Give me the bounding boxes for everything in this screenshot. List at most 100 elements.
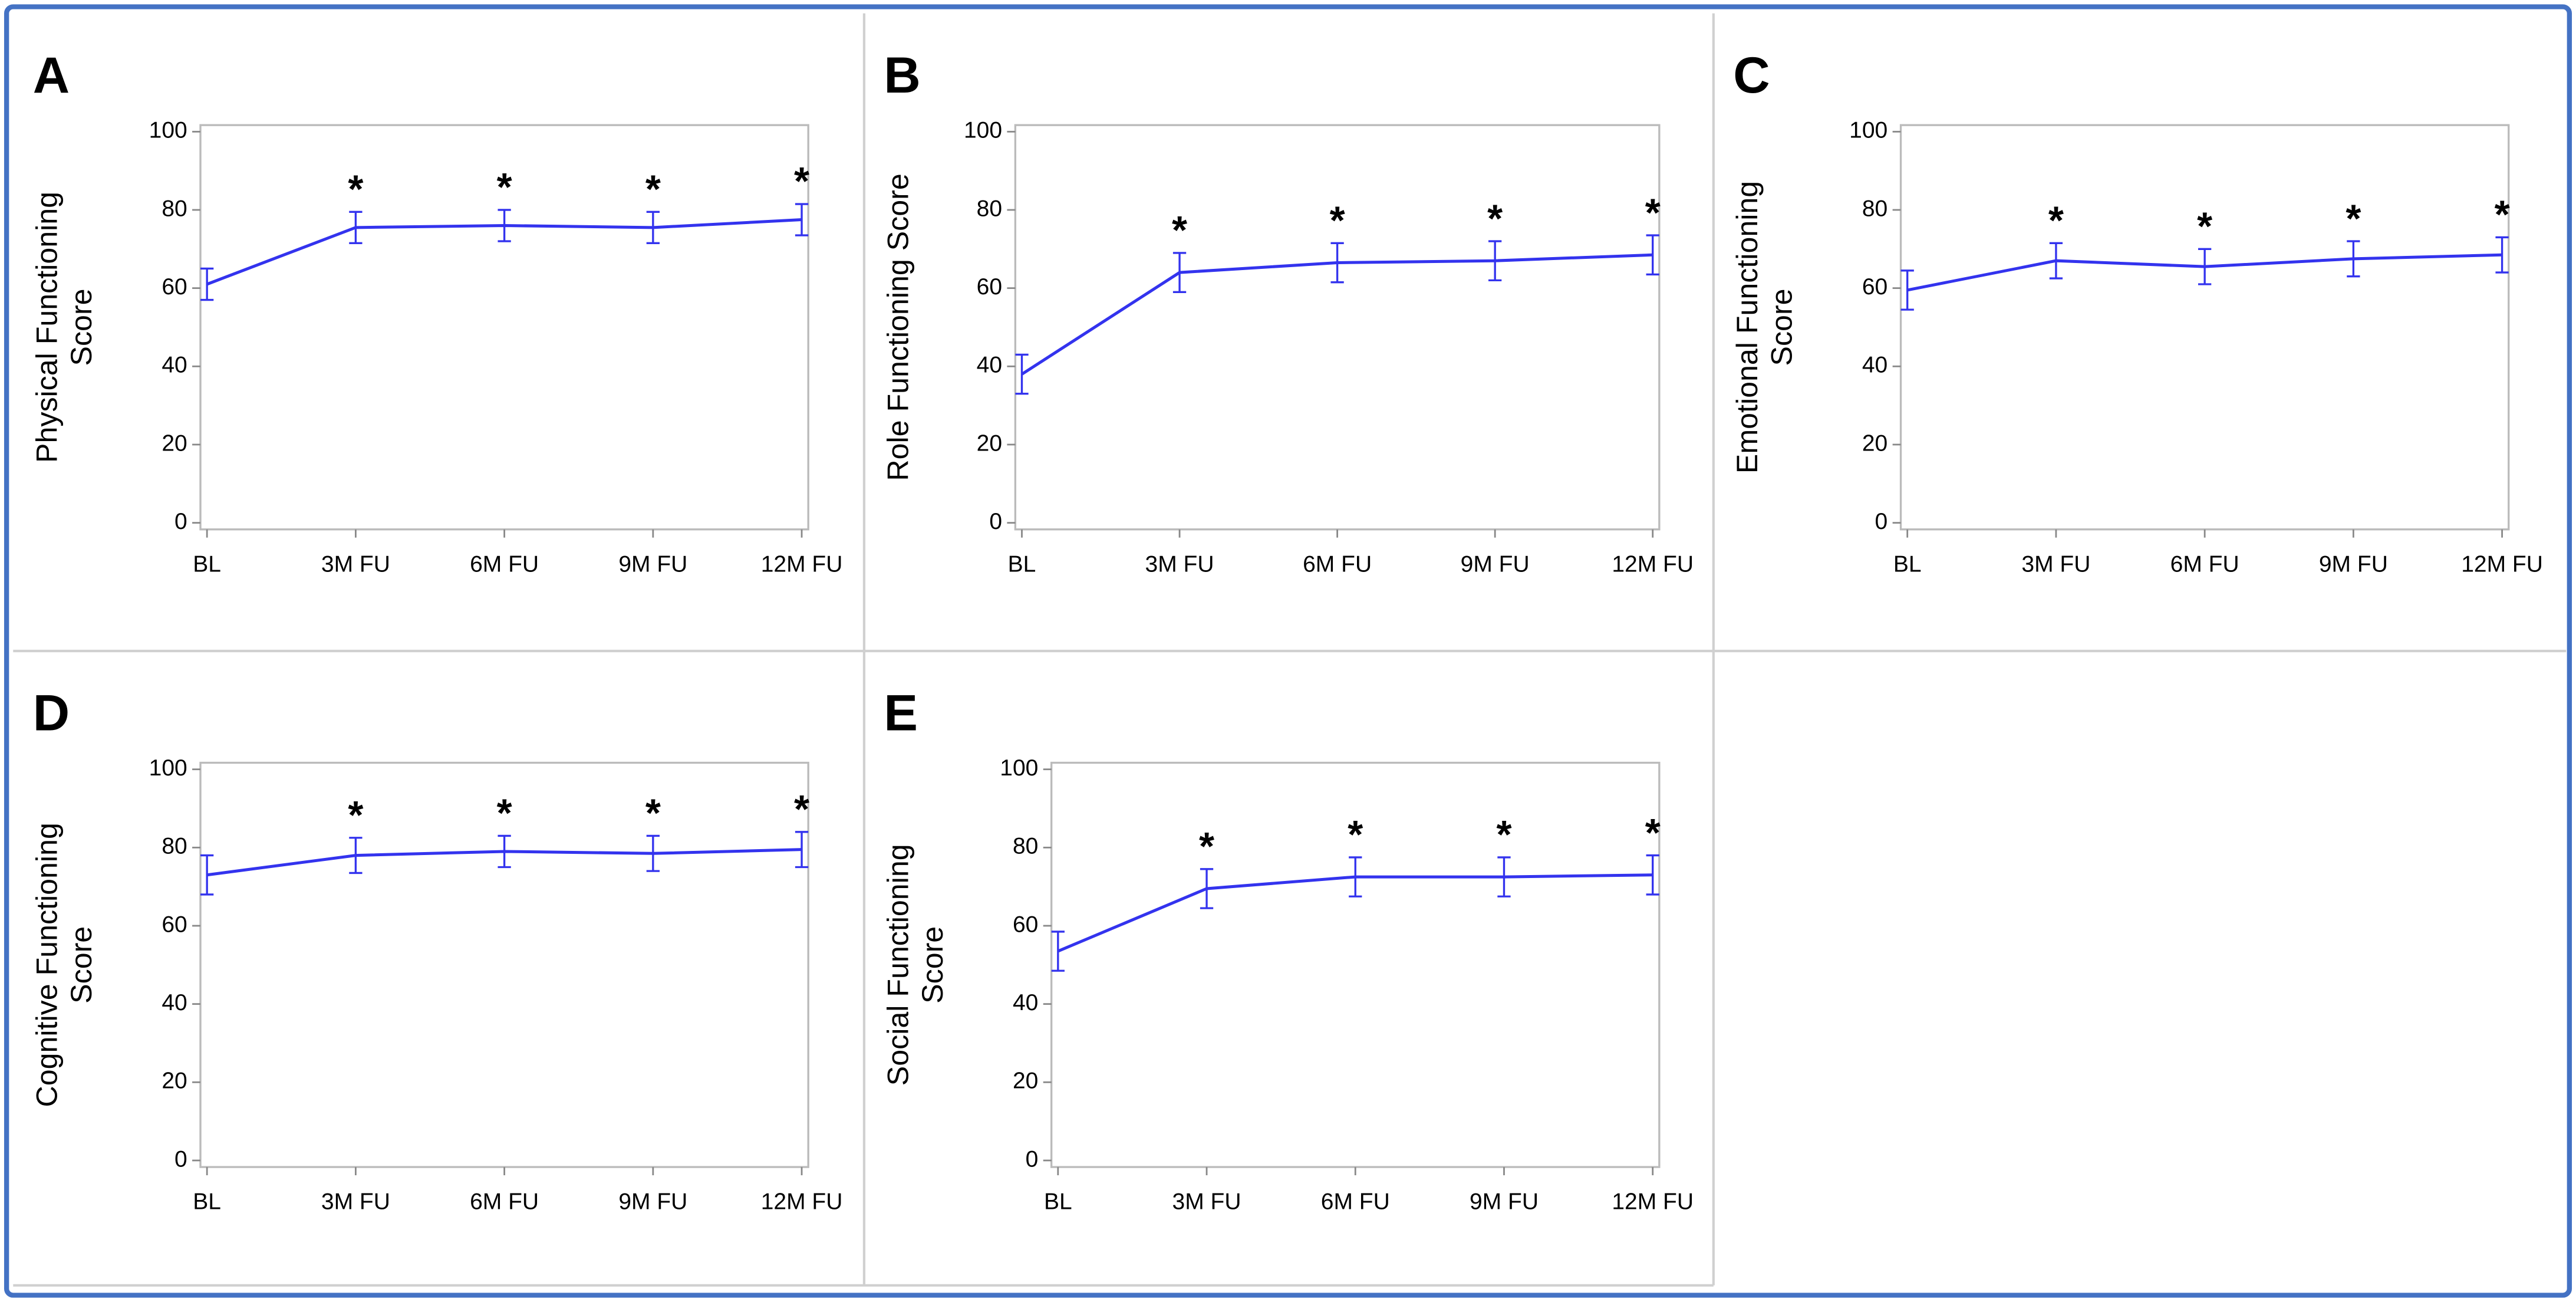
y-tick-label: 20	[162, 430, 187, 456]
error-bar	[498, 834, 511, 869]
y-tick-label: 0	[1026, 1146, 1039, 1172]
x-tick-label: 12M FU	[1612, 551, 1694, 577]
error-bar	[1497, 856, 1511, 897]
x-tick-label: 6M FU	[470, 551, 539, 577]
x-tick-label: 6M FU	[2170, 551, 2239, 577]
error-bar	[1349, 856, 1362, 897]
y-tick-label: 40	[162, 353, 187, 378]
error-bar	[200, 854, 214, 896]
x-tick-label: 12M FU	[2461, 551, 2543, 577]
x-tick-label: BL	[1008, 551, 1036, 577]
significance-marker: *	[1645, 190, 1661, 235]
panel-label: A	[33, 47, 70, 104]
panel-label: D	[33, 685, 70, 741]
error-bar	[1900, 269, 1914, 311]
x-tick-label: 3M FU	[321, 1189, 390, 1215]
y-tick-label: 80	[1862, 196, 1887, 221]
panel-dividers	[13, 13, 2567, 1287]
y-tick-label: 100	[1849, 118, 1887, 143]
error-bar	[1330, 242, 1344, 284]
y-tick-label: 100	[1000, 755, 1038, 781]
x-tick-label: 3M FU	[1172, 1189, 1241, 1215]
x-tick-label: 6M FU	[1303, 551, 1372, 577]
y-tick-label: 20	[162, 1068, 187, 1094]
y-axis-label: Emotional Functioning Score	[1731, 181, 1798, 474]
error-bar	[1646, 234, 1659, 276]
y-tick-label: 80	[1013, 834, 1038, 859]
significance-marker: *	[1487, 196, 1503, 241]
y-tick-label: 20	[1013, 1068, 1038, 1094]
x-tick-label: 9M FU	[618, 1189, 687, 1215]
x-tick-label: 3M FU	[321, 551, 390, 577]
error-bar	[1488, 240, 1502, 282]
significance-marker: *	[645, 791, 661, 836]
error-bar	[2049, 242, 2063, 280]
y-tick-label: 0	[989, 509, 1002, 534]
significance-marker: *	[1330, 199, 1345, 243]
y-tick-label: 0	[174, 509, 187, 534]
x-tick-label: 3M FU	[1145, 551, 1214, 577]
error-bar	[349, 211, 363, 245]
error-bar	[1646, 854, 1659, 896]
error-bar	[1172, 252, 1187, 293]
x-tick-label: 9M FU	[2319, 551, 2388, 577]
y-tick-label: 40	[977, 353, 1002, 378]
significance-marker: *	[1645, 811, 1661, 855]
y-tick-label: 40	[162, 990, 187, 1015]
error-bar	[2495, 236, 2509, 274]
x-tick-label: BL	[1893, 551, 1922, 577]
panel-label: E	[884, 685, 918, 741]
y-tick-label: 60	[977, 274, 1002, 300]
x-tick-label: 6M FU	[470, 1189, 539, 1215]
error-bar	[646, 211, 660, 245]
y-tick-label: 100	[149, 755, 187, 781]
y-tick-label: 100	[964, 118, 1002, 143]
x-tick-label: 3M FU	[2021, 551, 2090, 577]
y-tick-label: 80	[977, 196, 1002, 221]
x-tick-label: 9M FU	[1461, 551, 1530, 577]
significance-marker: *	[1172, 208, 1187, 252]
x-tick-label: BL	[193, 1189, 221, 1215]
significance-marker: *	[1199, 824, 1214, 869]
x-tick-label: 12M FU	[761, 551, 843, 577]
y-tick-label: 60	[1013, 912, 1038, 937]
significance-marker: *	[2048, 199, 2064, 243]
significance-marker: *	[645, 167, 661, 212]
x-tick-label: 9M FU	[618, 551, 687, 577]
x-tick-label: 9M FU	[1470, 1189, 1539, 1215]
error-bar	[349, 837, 363, 874]
y-tick-label: 60	[1862, 274, 1887, 300]
x-tick-label: 6M FU	[1321, 1189, 1390, 1215]
significance-marker: *	[794, 787, 809, 831]
y-tick-label: 0	[174, 1146, 187, 1172]
significance-marker: *	[1348, 813, 1363, 857]
significance-marker: *	[2346, 196, 2361, 241]
significance-marker: *	[2495, 193, 2510, 237]
y-tick-label: 80	[162, 834, 187, 859]
y-tick-label: 40	[1862, 353, 1887, 378]
significance-marker: *	[1496, 813, 1511, 857]
y-tick-label: 100	[149, 118, 187, 143]
y-tick-label: 60	[162, 912, 187, 937]
x-tick-label: 12M FU	[761, 1189, 843, 1215]
significance-marker: *	[348, 167, 363, 212]
error-bar	[200, 267, 214, 301]
x-tick-label: BL	[193, 551, 221, 577]
error-bar	[2198, 248, 2212, 285]
error-bar	[498, 209, 511, 242]
error-bar	[1051, 931, 1065, 972]
y-tick-label: 40	[1013, 990, 1038, 1015]
x-tick-label: BL	[1044, 1189, 1072, 1215]
error-bar	[2347, 240, 2360, 278]
outer-border	[4, 4, 2572, 1298]
panel-label: B	[884, 47, 920, 104]
error-bar	[795, 203, 809, 236]
error-bar	[1015, 353, 1029, 395]
x-tick-label: 12M FU	[1612, 1189, 1694, 1215]
error-bar	[1200, 868, 1214, 909]
y-tick-label: 20	[1862, 430, 1887, 456]
y-axis-label: Social Functioning Score	[882, 844, 950, 1086]
y-tick-label: 80	[162, 196, 187, 221]
significance-marker: *	[497, 791, 512, 836]
